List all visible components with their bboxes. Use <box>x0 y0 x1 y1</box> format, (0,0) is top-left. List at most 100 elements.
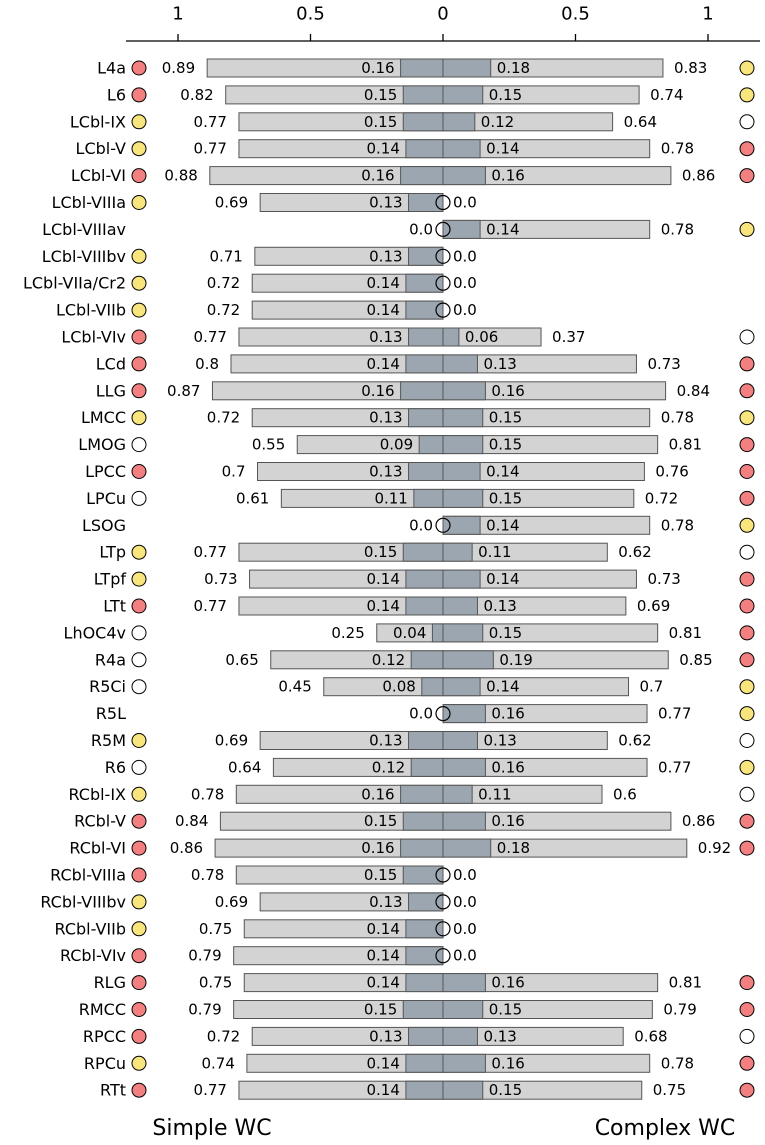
right-inner-bar <box>442 515 481 535</box>
left-inner-value: 0.16 <box>361 382 394 400</box>
left-inner-value: 0.15 <box>364 812 397 830</box>
left-inner-bar <box>405 354 444 374</box>
left-status-dot <box>131 759 147 775</box>
right-inner-value: 0.14 <box>486 516 519 534</box>
right-inner-value: 0.14 <box>486 570 519 588</box>
left-inner-value: 0.16 <box>361 785 394 803</box>
left-status-dot <box>131 410 147 426</box>
right-status-dot <box>739 679 755 695</box>
right-status-dot <box>739 517 755 533</box>
right-inner-value: 0.14 <box>486 463 519 481</box>
left-outer-value: 0.0 <box>409 220 433 238</box>
center-zero-marker <box>435 275 444 291</box>
left-inner-value: 0.04 <box>393 624 426 642</box>
left-inner-bar <box>405 1080 444 1100</box>
right-inner-bar <box>442 677 481 697</box>
chart-row: LhOC4v 0.25 0.04 0.81 0.15 <box>64 623 755 643</box>
row-label: LLG <box>96 381 126 400</box>
chart-row: RCbl-VIIb 0.75 0.14 0.0 <box>55 919 477 939</box>
left-status-dot <box>131 1082 147 1098</box>
left-outer-value: 0.87 <box>167 382 200 400</box>
left-status-dot <box>131 168 147 184</box>
right-zero-marker <box>442 248 451 264</box>
left-outer-value: 0.55 <box>252 436 285 454</box>
chart-row: RCbl-VIIIbv 0.69 0.13 0.0 <box>40 892 477 912</box>
left-status-dot <box>131 840 147 856</box>
left-status-dot <box>131 114 147 130</box>
right-inner-value: 0.13 <box>483 355 516 373</box>
right-status-dot <box>739 221 755 237</box>
right-outer-value: 0.85 <box>679 651 712 669</box>
left-inner-value: 0.14 <box>366 1054 399 1072</box>
left-inner-value: 0.14 <box>366 947 399 965</box>
left-outer-value: 0.8 <box>195 355 219 373</box>
left-status-dot <box>131 1002 147 1017</box>
row-label: R5M <box>91 731 126 750</box>
left-inner-value: 0.09 <box>380 436 413 454</box>
left-inner-value: 0.15 <box>364 1001 397 1019</box>
left-inner-value: 0.15 <box>364 113 397 131</box>
row-label: LTt <box>103 597 126 616</box>
left-status-dot <box>131 141 147 157</box>
right-inner-value: 0.11 <box>478 785 511 803</box>
right-inner-bar <box>442 542 473 562</box>
left-inner-bar <box>408 462 444 481</box>
left-outer-value: 0.77 <box>194 140 227 158</box>
left-inner-bar <box>408 408 444 428</box>
left-inner-value: 0.13 <box>369 463 402 481</box>
right-outer-value: 0.86 <box>682 812 715 830</box>
right-inner-value: 0.12 <box>481 113 514 131</box>
right-outer-value: 0.77 <box>658 705 691 723</box>
row-label: L6 <box>107 85 126 104</box>
left-status-dot <box>131 894 147 910</box>
right-outer-value: 0.62 <box>618 732 651 750</box>
right-status-dot <box>739 733 755 748</box>
right-outer-value: 0.62 <box>618 543 651 561</box>
left-inner-bar <box>408 193 444 212</box>
row-label: RCbl-IX <box>68 785 126 804</box>
left-outer-value: 0.79 <box>188 1001 221 1019</box>
right-inner-bar <box>442 166 486 186</box>
row-label: LCbl-VIIIa <box>52 193 126 212</box>
chart-row: LCbl-VIIIa 0.69 0.13 0.0 <box>52 193 477 212</box>
right-status-dot <box>739 410 755 426</box>
right-outer-value: 0.68 <box>634 1027 667 1045</box>
chart-row: LTp 0.77 0.15 0.62 0.11 <box>99 542 755 562</box>
right-status-dot <box>739 813 755 829</box>
x-tick-label: 0.5 <box>296 4 325 25</box>
left-inner-value: 0.14 <box>366 974 399 992</box>
right-outer-value: 0.78 <box>661 516 694 534</box>
left-outer-value: 0.78 <box>191 866 224 884</box>
left-status-dot <box>131 87 147 103</box>
right-inner-bar <box>442 1000 484 1019</box>
center-zero-marker <box>442 221 451 237</box>
right-inner-bar <box>442 462 481 481</box>
row-label: LPCu <box>86 489 126 508</box>
left-inner-value: 0.14 <box>366 301 399 319</box>
row-label: LSOG <box>82 516 126 535</box>
left-inner-bar <box>421 677 444 697</box>
left-outer-value: 0.89 <box>162 59 195 77</box>
left-inner-bar <box>405 569 444 589</box>
row-label: LCbl-V <box>76 139 127 158</box>
left-inner-bar <box>400 784 444 804</box>
chart-row: LLG 0.87 0.16 0.84 0.16 <box>96 381 755 401</box>
right-outer-value: 0.78 <box>661 140 694 158</box>
left-status-dot <box>131 464 147 479</box>
center-zero-marker <box>435 194 444 211</box>
left-inner-value: 0.13 <box>369 247 402 265</box>
chart-row: LCbl-VIIa/Cr2 0.72 0.14 0.0 <box>23 273 477 293</box>
row-label: LCbl-VIIIav <box>42 220 126 239</box>
left-inner-bar <box>431 623 444 643</box>
left-inner-value: 0.12 <box>372 651 405 669</box>
right-inner-bar <box>442 731 478 750</box>
right-inner-value: 0.14 <box>486 678 519 696</box>
right-status-dot <box>739 544 755 560</box>
center-zero-marker <box>435 248 444 264</box>
row-label: RCbl-VIv <box>60 946 126 965</box>
right-status-dot <box>739 87 755 103</box>
right-inner-bar <box>442 623 484 643</box>
right-outer-value: 0.0 <box>453 274 477 292</box>
left-inner-bar <box>413 488 444 508</box>
